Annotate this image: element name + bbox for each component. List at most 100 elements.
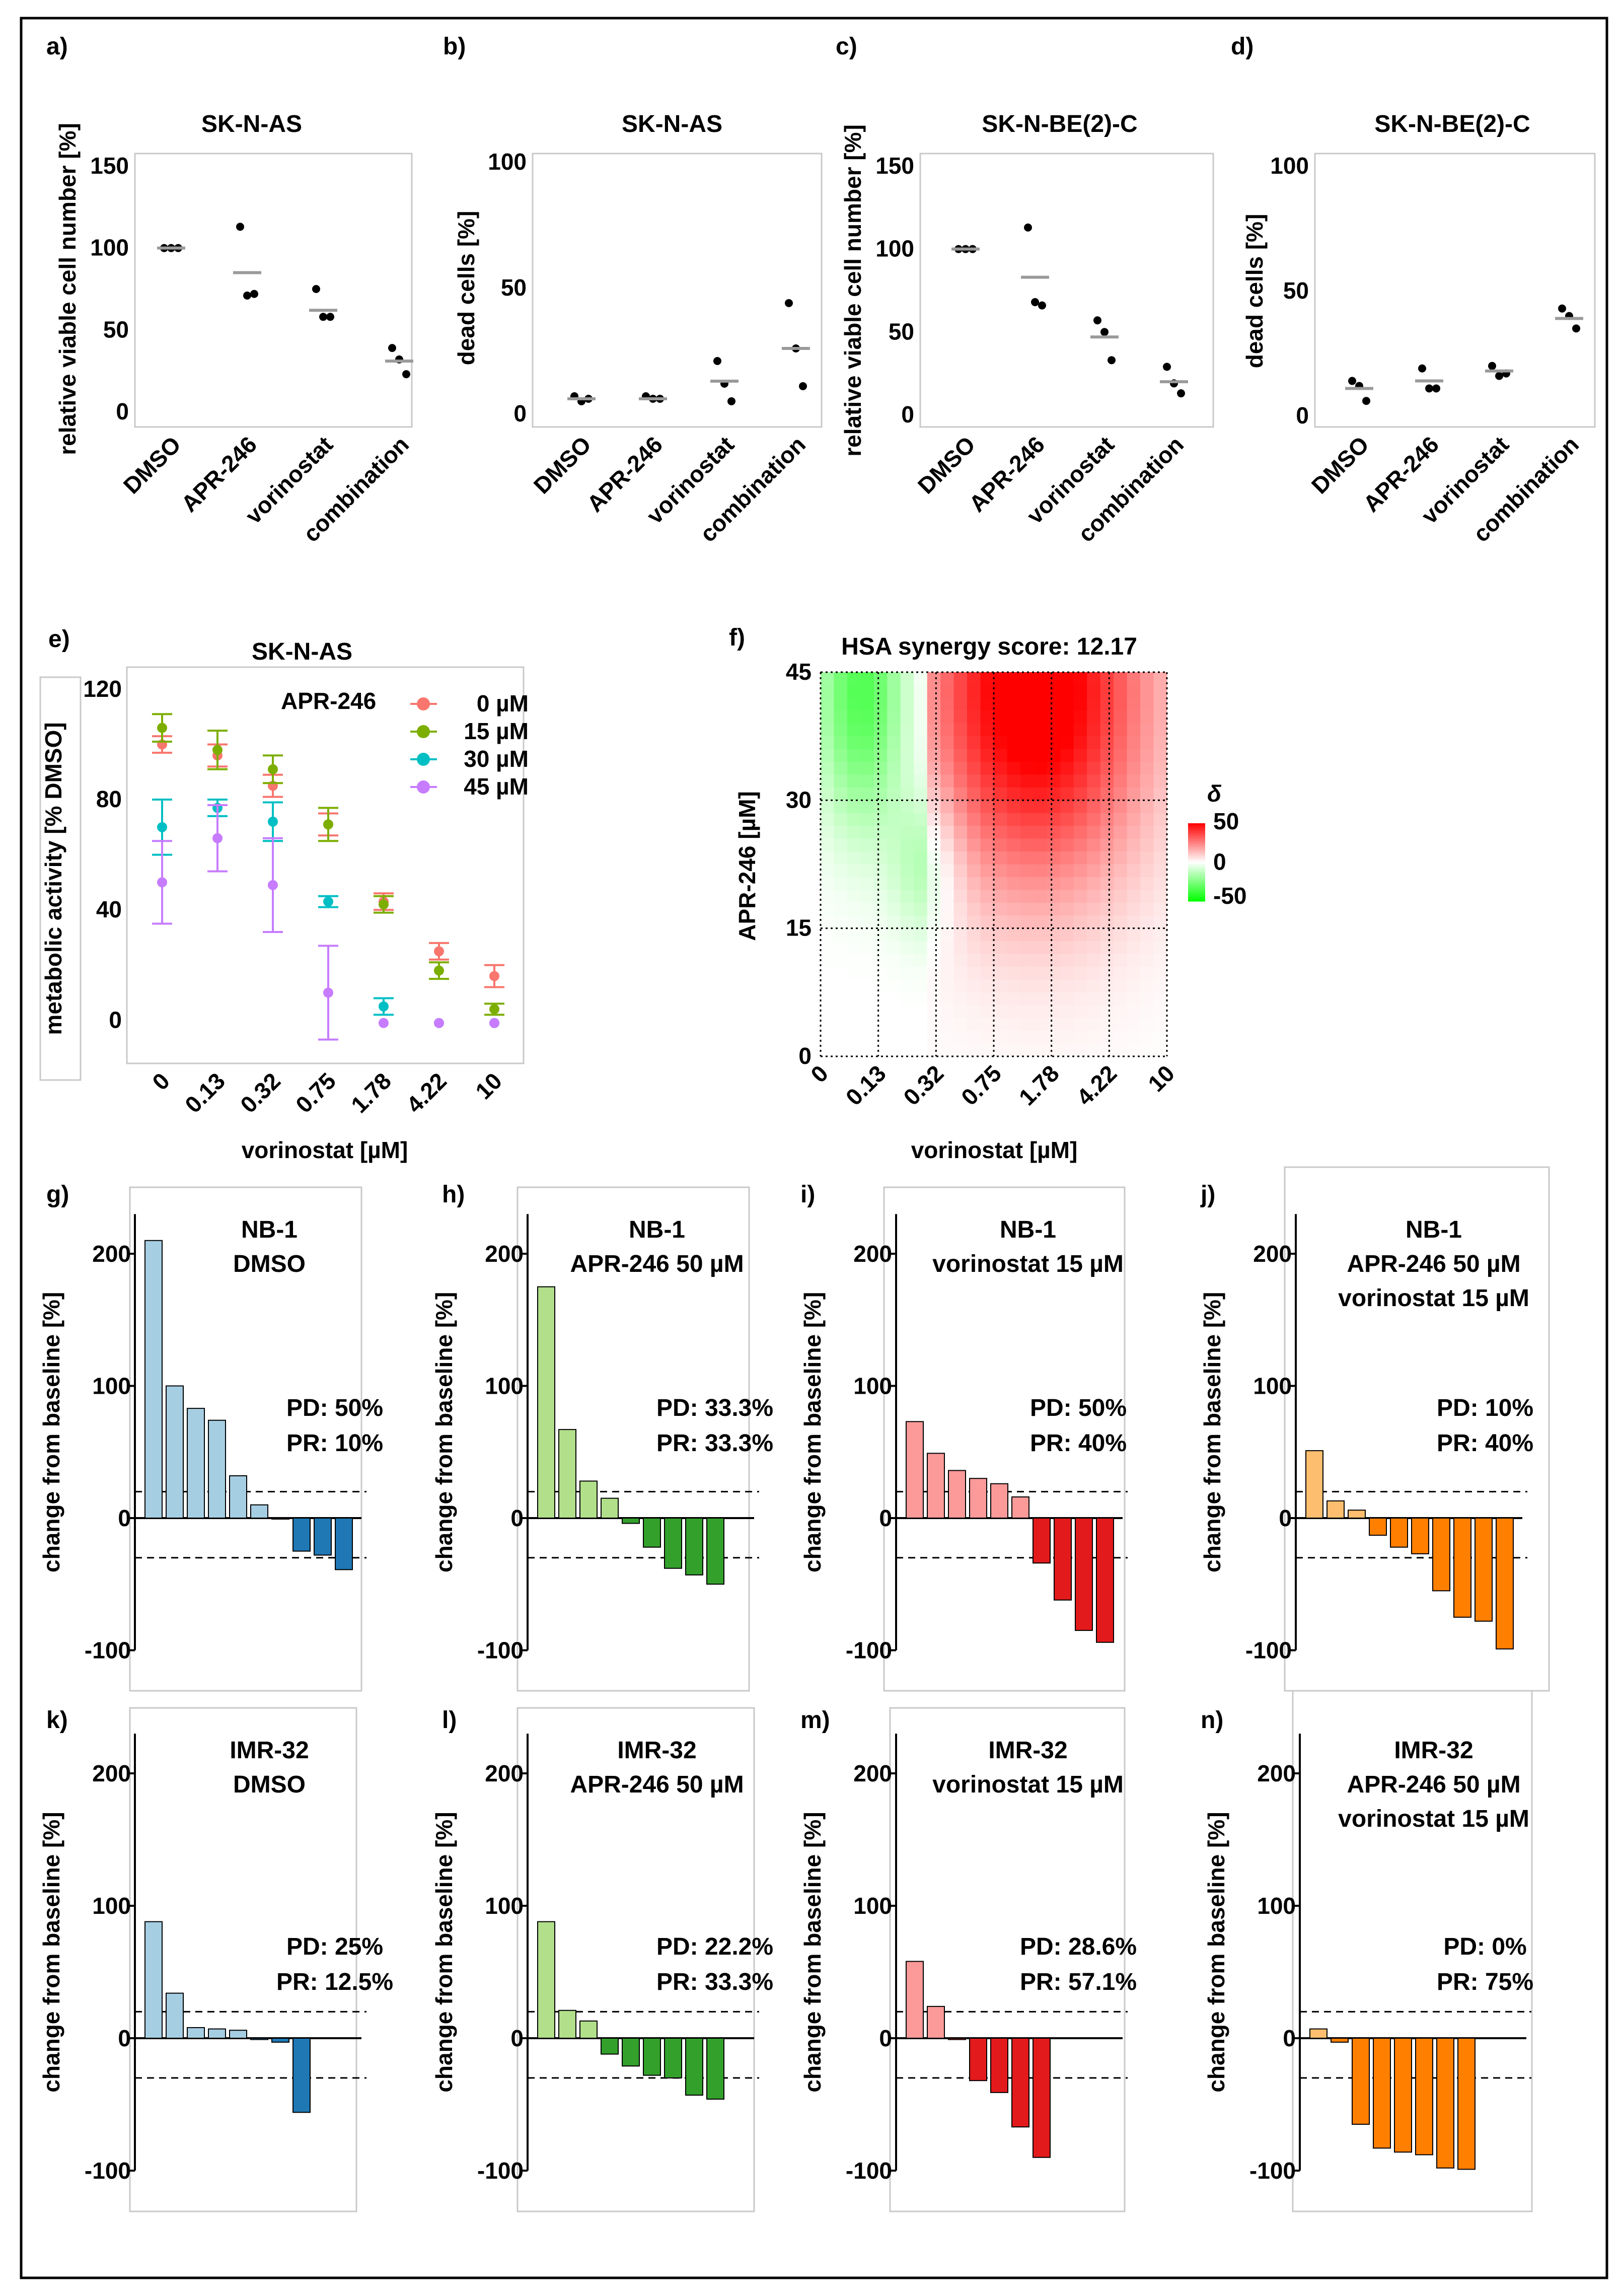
heatmap-cell-f <box>900 1043 914 1057</box>
heatmap-cell-f <box>1047 838 1061 852</box>
heatmap-cell-f <box>914 826 928 839</box>
heatmap-cell-f <box>1073 864 1087 878</box>
heatmap-cell-f <box>1073 800 1087 814</box>
heatmap-cell-f <box>940 710 954 724</box>
y-tick-label-c: 50 <box>889 318 914 344</box>
chart-title-n: IMR-32 <box>1394 1737 1473 1764</box>
bar-l <box>706 2038 724 2100</box>
heatmap-cell-f <box>1073 826 1087 839</box>
heatmap-cell-f <box>1007 749 1021 762</box>
heatmap-cell-f <box>1127 966 1141 980</box>
data-point-a <box>236 223 244 231</box>
heatmap-cell-f <box>914 992 928 1006</box>
heatmap-cell-f <box>1153 966 1167 980</box>
heatmap-cell-f <box>1047 979 1061 993</box>
heatmap-cell-f <box>873 928 888 942</box>
heatmap-cell-f <box>1007 800 1021 814</box>
heatmap-cell-f <box>927 826 941 839</box>
legend-title-f: δ <box>1207 780 1222 807</box>
heatmap-cell-f <box>1127 851 1141 865</box>
y-tick-label-e: 0 <box>109 1007 122 1033</box>
bar-j <box>1369 1518 1387 1536</box>
panel-label-l: l) <box>442 1707 457 1734</box>
heatmap-cell-f <box>873 736 888 750</box>
heatmap-cell-f <box>887 710 901 724</box>
bar-l <box>558 2010 576 2039</box>
bar-m <box>1033 2038 1051 2158</box>
heatmap-cell-f <box>1087 979 1101 993</box>
data-point-a <box>243 292 251 300</box>
heatmap-cell-f <box>834 710 848 724</box>
heatmap-cell-f <box>1073 710 1087 724</box>
heatmap-cell-f <box>994 877 1007 890</box>
heatmap-cell-f <box>914 800 928 814</box>
heatmap-cell-f <box>1114 672 1128 685</box>
heatmap-cell-f <box>900 890 914 903</box>
heatmap-cell-f <box>1020 762 1034 775</box>
heatmap-cell-f <box>1020 800 1034 814</box>
panel-label-e: e) <box>48 626 70 653</box>
heatmap-cell-f <box>1047 672 1061 685</box>
colorbar-segment-f <box>1188 893 1205 896</box>
chart-title-l: IMR-32 <box>617 1737 696 1764</box>
heatmap-cell-f <box>1153 877 1167 890</box>
heatmap-cell-f <box>873 774 888 788</box>
x-tick-label-f: 4.22 <box>1071 1060 1122 1110</box>
heatmap-cell-f <box>1073 890 1087 903</box>
heatmap-cell-f <box>834 774 848 788</box>
plot-frame-e <box>126 666 525 1064</box>
heatmap-cell-f <box>1140 851 1154 865</box>
colorbar-segment-f <box>1188 884 1205 886</box>
heatmap-cell-f <box>847 774 861 788</box>
data-point-e <box>212 745 223 755</box>
heatmap-cell-f <box>1153 710 1167 724</box>
bar-i <box>927 1453 945 1519</box>
y-tick-label-d: 100 <box>1270 153 1309 179</box>
heatmap-cell-f <box>1100 762 1114 775</box>
heatmap-cell-f <box>821 710 834 724</box>
heatmap-cell-f <box>821 1005 834 1019</box>
heatmap-cell-f <box>927 710 941 724</box>
heatmap-cell-f <box>1153 1043 1167 1057</box>
heatmap-cell-f <box>1047 736 1061 750</box>
heatmap-cell-f <box>1034 954 1048 967</box>
chart-title-e: SK-N-AS <box>252 638 352 665</box>
heatmap-cell-f <box>1153 736 1167 750</box>
data-point-a <box>402 370 410 379</box>
heatmap-cell-f <box>1100 800 1114 814</box>
heatmap-cell-f <box>821 864 834 878</box>
heatmap-cell-f <box>1100 966 1114 980</box>
y-tick-label-f: 15 <box>786 915 812 941</box>
heatmap-cell-f <box>834 736 848 750</box>
heatmap-cell-f <box>860 915 874 929</box>
y-tick-label-j: -100 <box>1245 1637 1292 1664</box>
heatmap-cell-f <box>860 992 874 1006</box>
y-tick-label-l: 0 <box>510 2025 524 2051</box>
heatmap-cell-f <box>994 902 1007 916</box>
heatmap-cell-f <box>1114 813 1128 826</box>
heatmap-cell-f <box>967 672 981 685</box>
y-axis-label-b: dead cells [%] <box>453 211 479 366</box>
heatmap-cell-f <box>927 915 941 929</box>
heatmap-cell-f <box>1114 710 1128 724</box>
heatmap-cell-f <box>1087 966 1101 980</box>
heatmap-cell-f <box>967 966 981 980</box>
heatmap-cell-f <box>900 954 914 967</box>
heatmap-cell-f <box>873 979 888 993</box>
panel-label-d: d) <box>1231 33 1254 60</box>
heatmap-cell-f <box>1060 890 1074 903</box>
heatmap-cell-f <box>1114 864 1128 878</box>
heatmap-cell-f <box>1020 1005 1034 1019</box>
heatmap-cell-f <box>1060 672 1074 685</box>
heatmap-cell-f <box>834 941 848 955</box>
heatmap-cell-f <box>860 954 874 967</box>
heatmap-cell-f <box>1100 697 1114 711</box>
stat-label-n: PR: 75% <box>1437 1969 1533 1995</box>
y-tick-label-c: 0 <box>901 401 914 427</box>
heatmap-cell-f <box>1060 954 1074 967</box>
colorbar-segment-f <box>1188 889 1205 892</box>
heatmap-cell-f <box>900 838 914 852</box>
heatmap-cell-f <box>953 774 968 788</box>
colorbar-segment-f <box>1188 846 1205 849</box>
